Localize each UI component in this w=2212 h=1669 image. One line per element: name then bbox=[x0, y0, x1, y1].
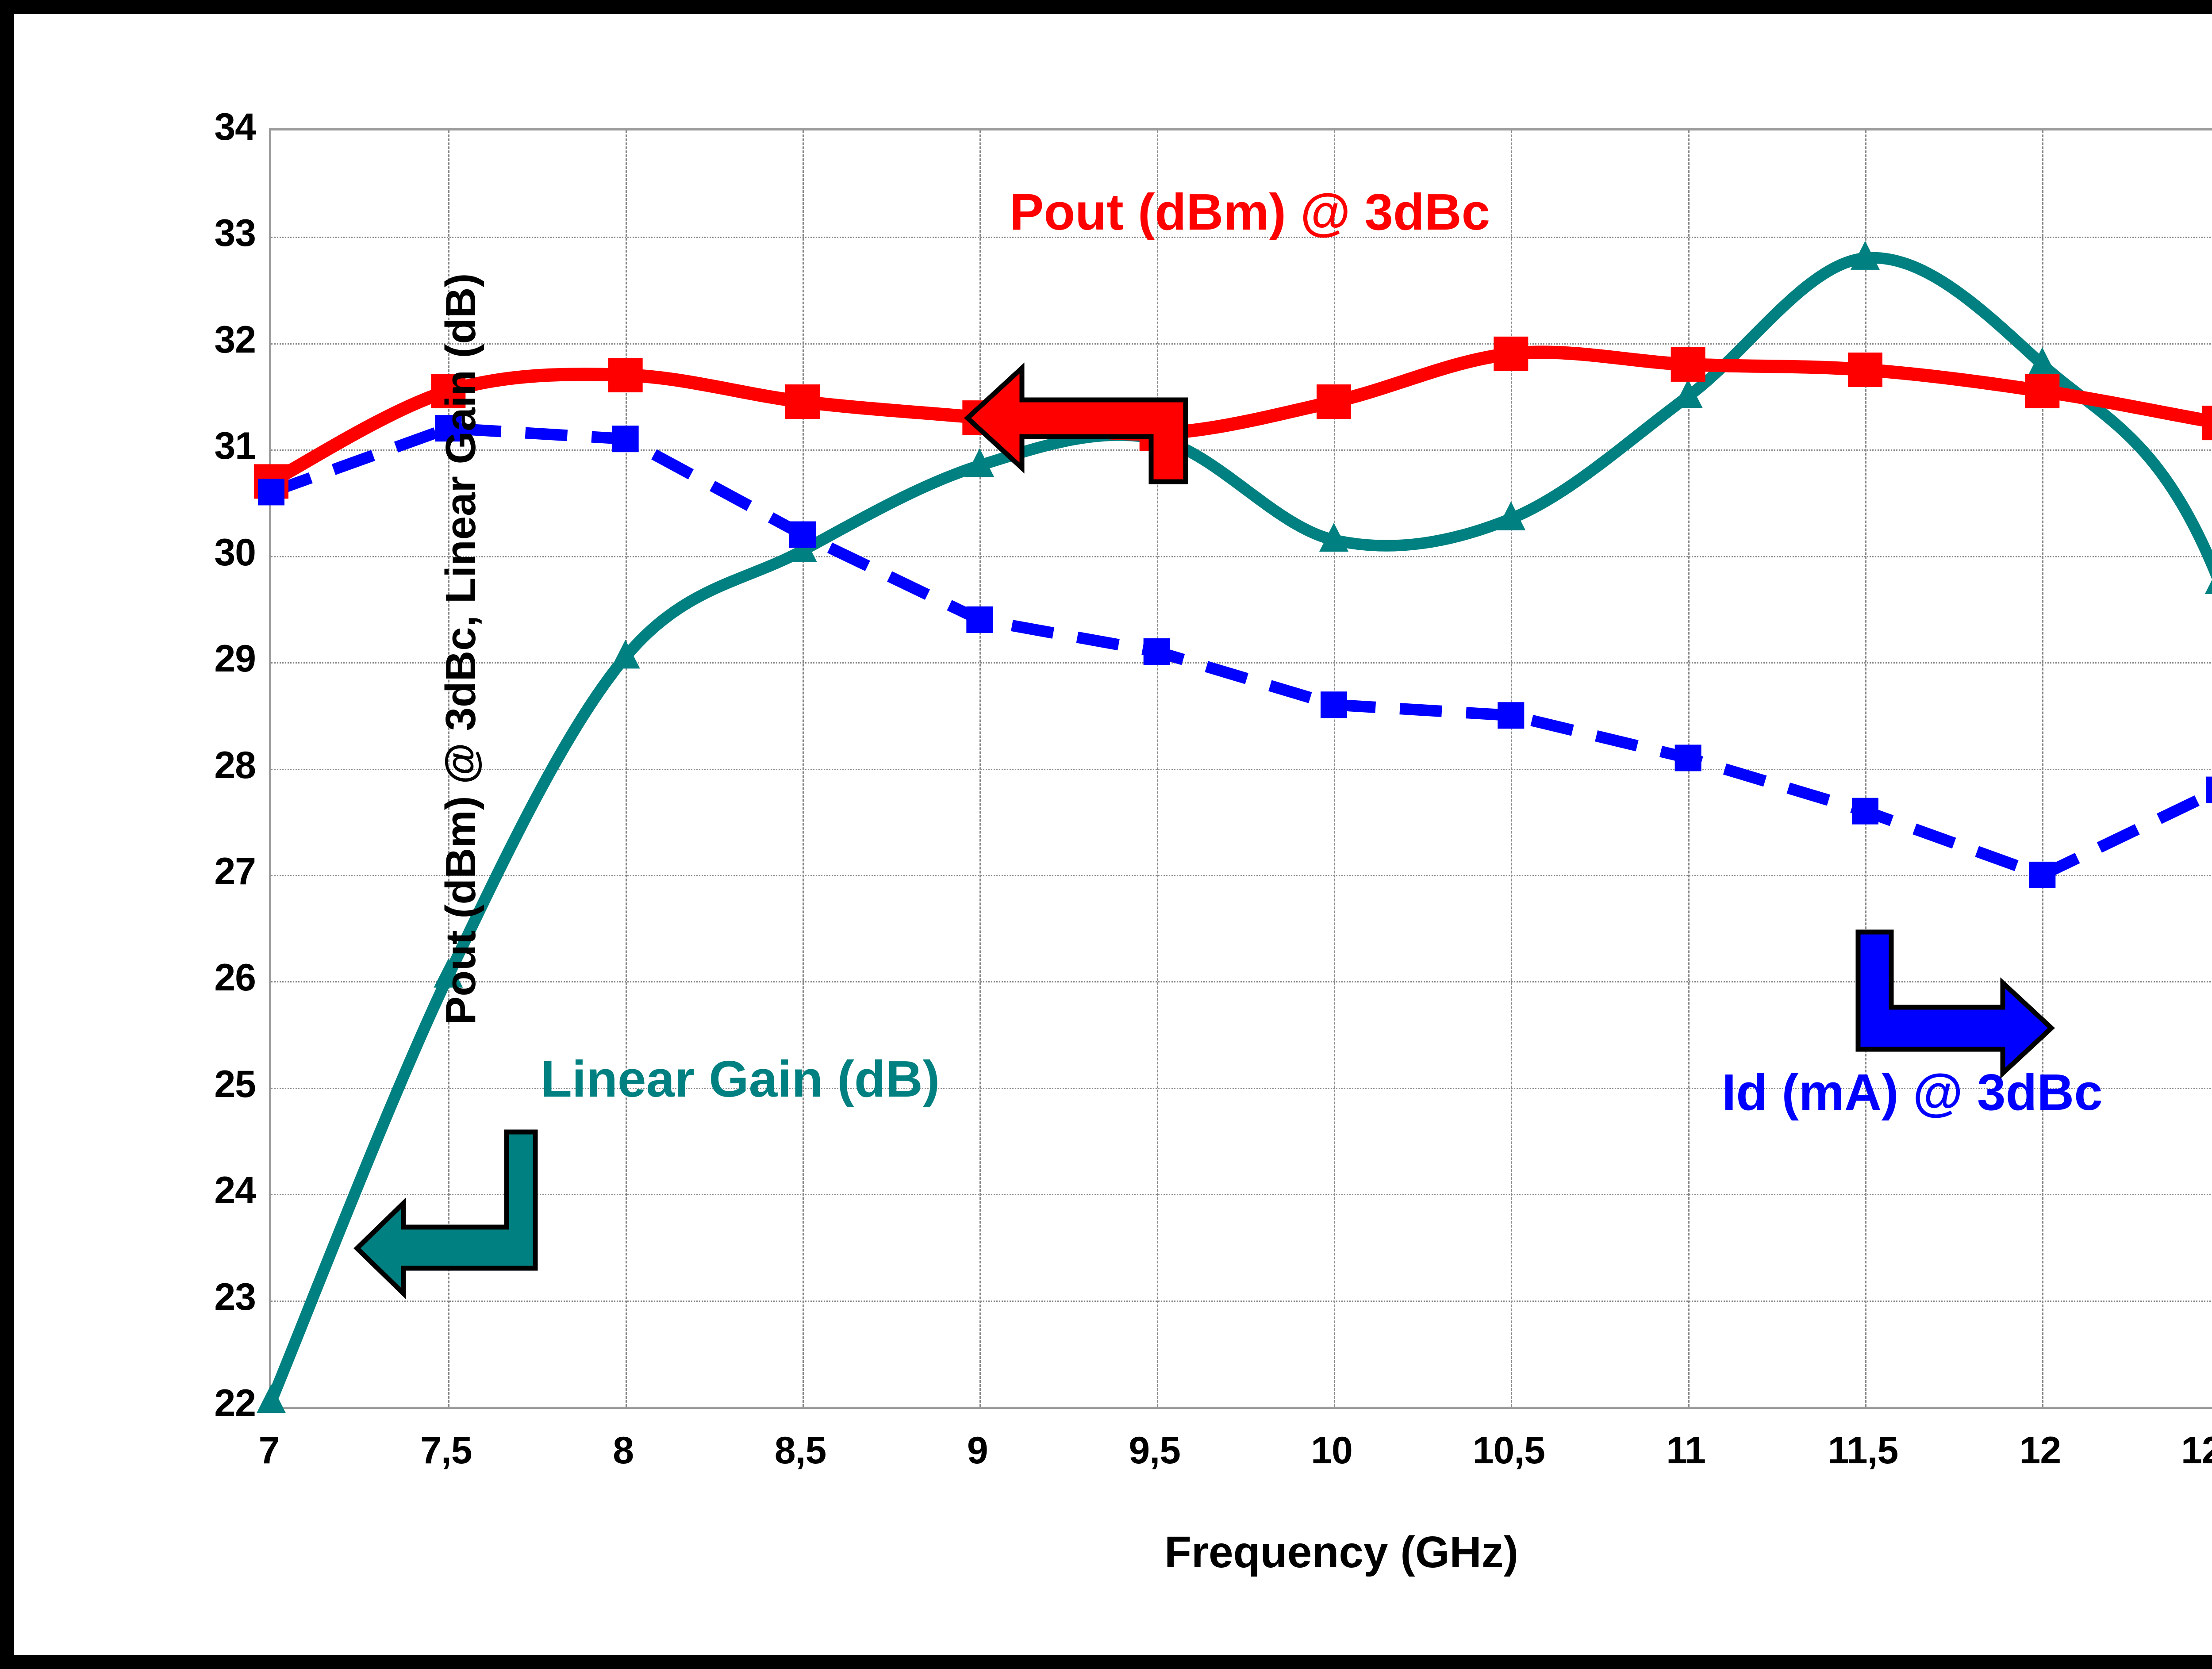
gridline-horizontal bbox=[271, 768, 2212, 770]
x-axis-tick-label: 11,5 bbox=[1828, 1429, 1899, 1472]
y-axis-left-tick-label: 31 bbox=[214, 425, 256, 468]
data-point-marker bbox=[1317, 384, 1351, 419]
x-axis-tick-label: 9 bbox=[967, 1429, 988, 1472]
gridline-vertical bbox=[979, 130, 981, 1407]
data-point-marker bbox=[1848, 352, 1882, 387]
data-point-marker bbox=[966, 606, 993, 633]
gridline-vertical bbox=[1156, 130, 1158, 1407]
data-point-marker bbox=[1674, 744, 1701, 771]
data-point-marker bbox=[257, 1384, 286, 1413]
gridline-horizontal bbox=[271, 662, 2212, 664]
annotation-linear-gain-label: Linear Gain (dB) bbox=[541, 1050, 940, 1108]
data-point-marker bbox=[1852, 798, 1878, 825]
data-point-marker bbox=[1851, 241, 1880, 270]
gridline-vertical bbox=[1334, 130, 1335, 1407]
data-point-marker bbox=[785, 384, 820, 419]
data-point-marker bbox=[2204, 579, 2212, 595]
data-point-marker bbox=[2028, 347, 2057, 376]
gridline-vertical bbox=[803, 130, 804, 1407]
x-axis-tick-label: 7,5 bbox=[420, 1429, 472, 1472]
annotation-pout-label: Pout (dBm) @ 3dBc bbox=[1010, 183, 1490, 241]
x-axis-tick-label: 11 bbox=[1666, 1429, 1706, 1472]
data-point-marker bbox=[1673, 379, 1703, 408]
x-axis-tick-label: 12 bbox=[2019, 1429, 2061, 1472]
y-axis-left-tick-label: 25 bbox=[214, 1063, 256, 1105]
gridline-horizontal bbox=[271, 1194, 2212, 1196]
gridline-horizontal bbox=[271, 875, 2212, 876]
data-point-marker bbox=[2029, 861, 2056, 888]
x-axis-tick-label: 10,5 bbox=[1472, 1429, 1545, 1472]
data-point-marker bbox=[435, 415, 462, 442]
gridline-horizontal bbox=[271, 1087, 2212, 1089]
plot-area bbox=[254, 128, 2212, 1413]
data-point-marker bbox=[611, 640, 640, 669]
x-axis-title: Frequency (GHz) bbox=[1164, 1527, 1519, 1577]
x-axis-tick-label: 8 bbox=[613, 1429, 634, 1472]
gridline-horizontal bbox=[271, 1300, 2212, 1302]
gridline-vertical bbox=[625, 130, 627, 1407]
gridline-vertical bbox=[1511, 130, 1513, 1407]
data-point-marker bbox=[434, 959, 463, 988]
data-point-marker bbox=[962, 400, 997, 435]
data-point-marker bbox=[789, 521, 816, 548]
x-axis-tick-label: 12,5 bbox=[2181, 1429, 2212, 1472]
data-point-marker bbox=[1496, 501, 1526, 530]
series-layer bbox=[254, 241, 2212, 1413]
data-point-marker bbox=[1139, 416, 1174, 451]
data-point-marker bbox=[2025, 374, 2060, 409]
y-axis-left-tick-label: 27 bbox=[214, 850, 256, 893]
x-axis-tick-label: 9,5 bbox=[1129, 1429, 1181, 1472]
y-axis-left-tick-label: 29 bbox=[214, 637, 256, 680]
annotation-id-label: Id (mA) @ 3dBc bbox=[1722, 1063, 2103, 1121]
data-point-marker bbox=[1671, 347, 1705, 382]
gridline-horizontal bbox=[271, 449, 2212, 451]
data-point-marker bbox=[1143, 638, 1170, 665]
series-line-linear-gain bbox=[265, 252, 2212, 1407]
y-axis-left-tick-label: 28 bbox=[214, 744, 256, 787]
y-axis-left-tick-label: 33 bbox=[214, 212, 256, 255]
y-axis-left-tick-label: 30 bbox=[214, 531, 256, 574]
x-axis-tick-label: 7 bbox=[258, 1429, 280, 1472]
data-point-marker bbox=[2202, 406, 2212, 441]
y-axis-left-title: Pout (dBm) @ 3dBc, Linear Gain (dB) bbox=[437, 273, 484, 1025]
data-point-marker bbox=[258, 479, 284, 506]
y-axis-left-tick-label: 26 bbox=[214, 956, 256, 999]
gridline-horizontal bbox=[271, 343, 2212, 345]
gridline-vertical bbox=[2042, 130, 2044, 1407]
data-point-marker bbox=[1498, 702, 1525, 729]
y-axis-left-tick-label: 23 bbox=[214, 1275, 256, 1318]
series-markers-pout bbox=[254, 336, 2212, 499]
series-markers-id bbox=[258, 415, 2212, 888]
y-axis-left-tick-label: 34 bbox=[214, 106, 256, 148]
x-axis-tick-label: 8,5 bbox=[774, 1429, 827, 1472]
x-axis-tick-label: 10 bbox=[1311, 1429, 1353, 1472]
gridline-horizontal bbox=[271, 237, 2212, 238]
series-line-pout bbox=[265, 345, 2212, 488]
data-point-marker bbox=[1319, 522, 1348, 552]
gridline-vertical bbox=[448, 130, 450, 1407]
data-point-marker bbox=[431, 374, 466, 409]
y-axis-left-tick-label: 24 bbox=[214, 1169, 256, 1212]
data-point-marker bbox=[612, 426, 639, 453]
series-line-id bbox=[269, 422, 2212, 881]
gridline-vertical bbox=[1865, 130, 1866, 1407]
data-point-marker bbox=[1321, 691, 1347, 718]
y-axis-left-tick-label: 22 bbox=[214, 1382, 256, 1424]
gridline-horizontal bbox=[271, 981, 2212, 983]
y-axis-left-tick-label: 32 bbox=[214, 318, 256, 361]
gridline-horizontal bbox=[271, 556, 2212, 557]
data-point-marker bbox=[608, 357, 643, 392]
data-point-marker bbox=[2206, 776, 2212, 803]
data-point-marker bbox=[1494, 336, 1528, 371]
